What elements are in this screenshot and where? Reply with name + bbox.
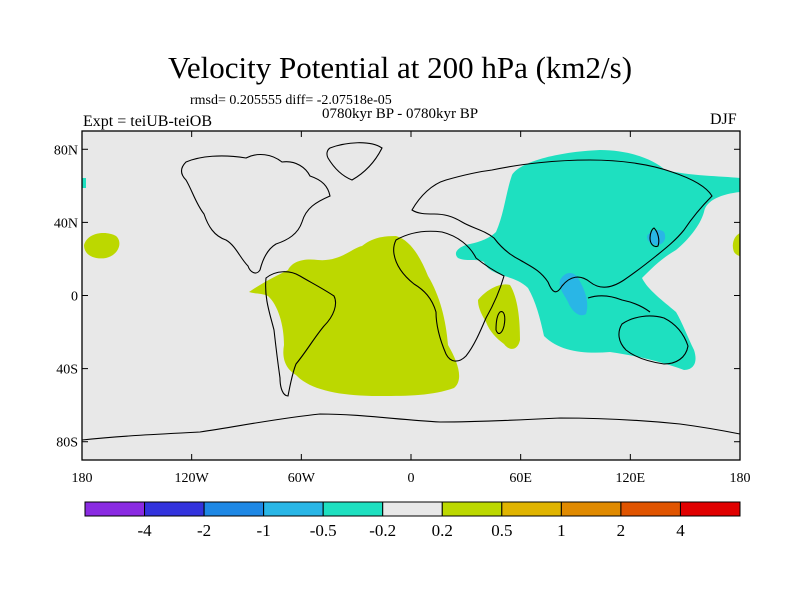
colorbar-swatch (501, 501, 562, 517)
period-text: 0780kyr BP - 0780kyr BP (322, 106, 479, 122)
season-label: DJF (710, 111, 737, 128)
colorbar-swatch (441, 501, 503, 517)
colorbar-label: -0.5 (310, 521, 337, 540)
lon-tick-label: 180 (72, 471, 93, 486)
colorbar-label: 1 (557, 521, 566, 540)
lat-tick-label: 0 (71, 290, 78, 305)
strong-negative-core-indonesia (559, 273, 588, 316)
colorbar-swatch (560, 501, 622, 517)
lon-tick-label: 0 (408, 471, 415, 486)
coast-africa (393, 230, 505, 362)
map-title: Velocity Potential at 200 hPa (km2/s) (167, 50, 633, 85)
coast-antarctica (81, 413, 741, 441)
lon-tick-label: 180 (730, 471, 751, 486)
colorbar-swatch (620, 501, 681, 517)
latitude-axis: 80N 40N 0 40S 80S (54, 143, 740, 451)
lon-tick-label: 120W (175, 471, 210, 486)
coast-south-america (265, 271, 337, 397)
colorbar-swatch (203, 501, 265, 517)
colorbar-swatch (382, 501, 443, 517)
colorbar-swatch (84, 501, 146, 517)
lat-tick-label: 80S (56, 436, 78, 451)
lon-tick-label: 120E (616, 471, 646, 486)
coast-madagascar (495, 311, 506, 335)
coast-australia (618, 315, 689, 365)
colorbar-swatch (679, 501, 741, 517)
lon-tick-label: 60E (509, 471, 532, 486)
colorbar-label: 0.5 (491, 521, 512, 540)
longitude-axis: 180 120W 60W 0 60E 120E 180 (72, 131, 751, 486)
coast-japan (649, 227, 660, 248)
positive-region-west-pacific (84, 232, 120, 259)
colorbar-label: -4 (137, 521, 152, 540)
coast-greenland (326, 142, 383, 181)
coastlines (81, 142, 741, 441)
colorbar-label: 0.2 (432, 521, 453, 540)
coast-north-america (180, 153, 331, 274)
coast-eurasia (411, 159, 713, 293)
colorbar-label: 2 (617, 521, 626, 540)
colorbar-label: -2 (197, 521, 211, 540)
colorbar-label: -0.2 (369, 521, 396, 540)
colorbar-label: -1 (257, 521, 271, 540)
stats-text: rmsd= 0.205555 diff= -2.07518e-05 (190, 93, 392, 108)
experiment-label: Expt = teiUB-teiOB (83, 113, 213, 130)
lat-tick-label: 40S (56, 363, 78, 378)
lat-tick-label: 40N (54, 216, 78, 231)
colorbar-swatch (322, 501, 384, 517)
negative-region-west-edge (82, 178, 86, 188)
lon-tick-label: 60W (288, 471, 316, 486)
strong-negative-core-japan (647, 229, 666, 245)
colorbar-swatch (144, 501, 205, 517)
lat-tick-label: 80N (54, 143, 78, 158)
positive-region-east-edge (732, 233, 740, 256)
colorbar-label: 4 (676, 521, 685, 540)
coast-maritime-continent (587, 295, 651, 313)
negative-region-asia-indopacific (455, 150, 740, 370)
positive-region-east-africa (478, 284, 520, 349)
colorbar: -4 -2 -1 -0.5 -0.2 0.2 0.5 1 2 4 (84, 501, 741, 540)
colorbar-swatch (263, 501, 324, 517)
